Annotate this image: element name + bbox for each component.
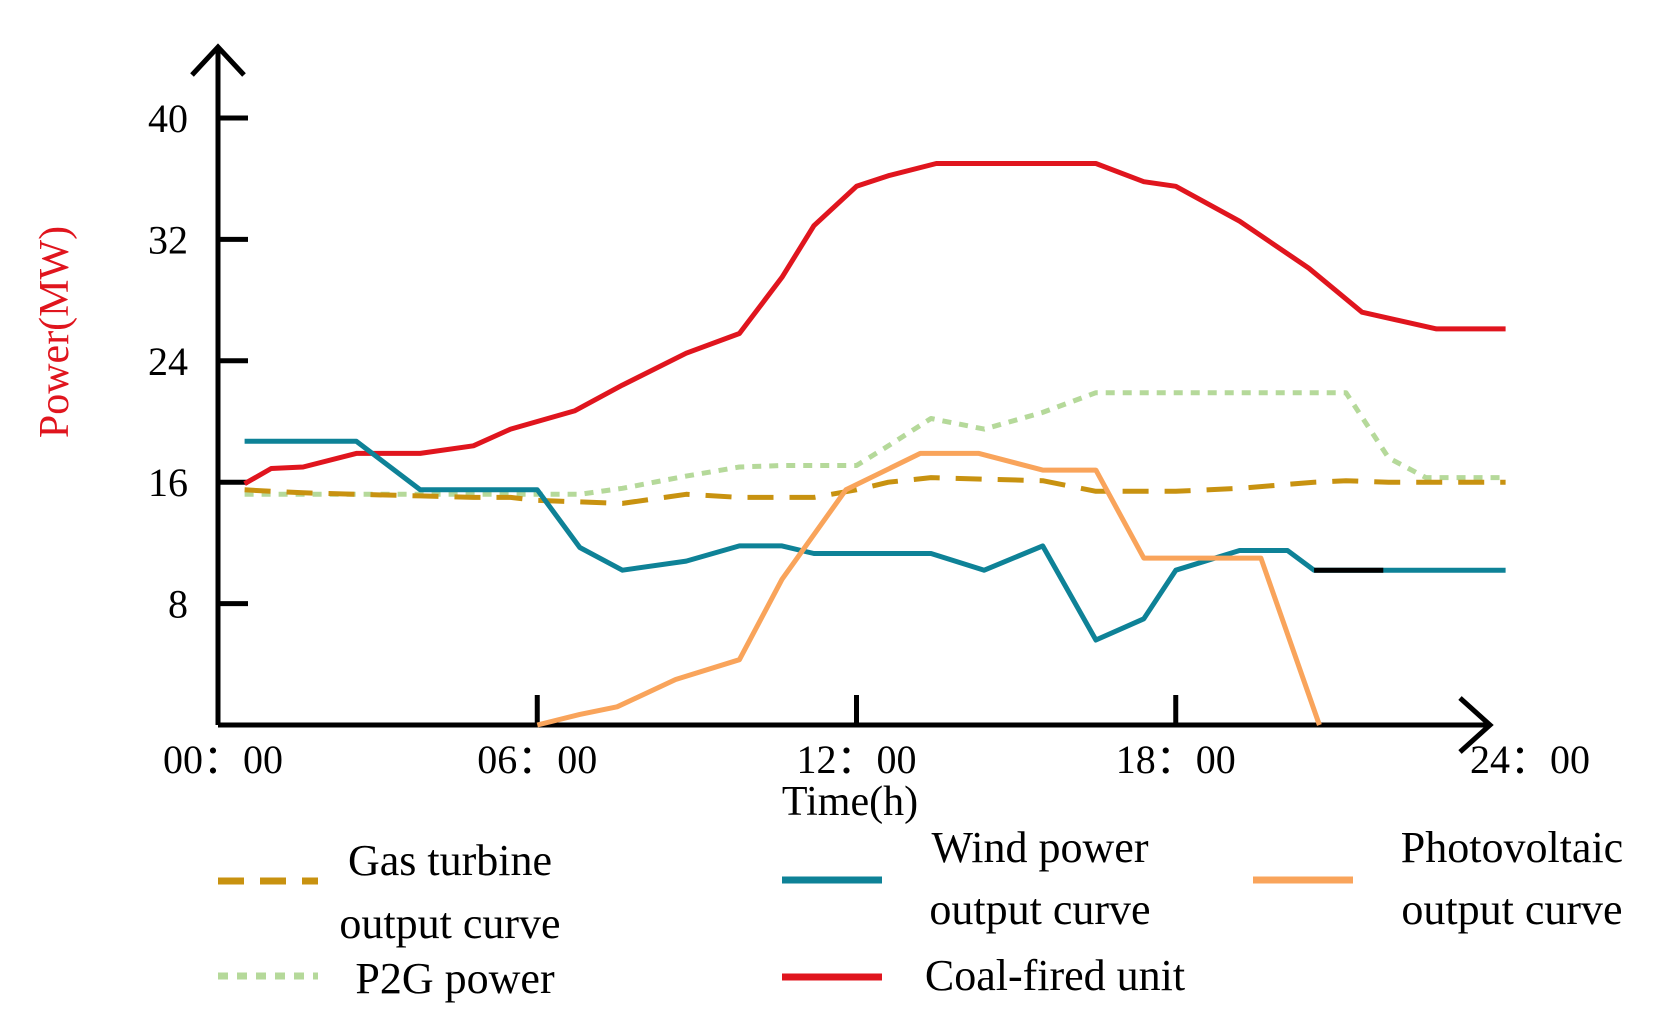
x-tick-label: 18：00 — [1116, 737, 1236, 782]
x-ticks: 00：00 06：00 12：00 18：00 24：00 — [163, 695, 1590, 782]
legend-label-wind-line2: output curve — [929, 885, 1150, 934]
series-line-wind — [244, 438, 1506, 643]
legend: Gas turbine output curve P2G power Wind … — [218, 823, 1623, 1003]
legend-label-pv-line1: Photovoltaic — [1401, 823, 1623, 872]
x-tick-label: 24：00 — [1470, 737, 1590, 782]
series-lines — [243, 161, 1506, 728]
y-ticks: 8 16 24 32 40 — [148, 96, 248, 627]
series-line-pv — [536, 450, 1322, 728]
legend-label-p2g: P2G power — [355, 954, 555, 1003]
axes — [190, 43, 1494, 754]
x-tick-label: 00：00 — [163, 737, 283, 782]
y-tick-label: 40 — [148, 96, 188, 141]
x-axis-arrowhead — [1458, 696, 1494, 754]
x-tick-label: 12：00 — [797, 737, 917, 782]
x-axis-label: Time(h) — [782, 779, 918, 825]
series-line-coal — [243, 161, 1506, 486]
y-tick-label: 16 — [148, 460, 188, 505]
x-tick-label: 06：00 — [477, 737, 597, 782]
y-tick-label: 24 — [148, 339, 188, 384]
y-tick-label: 32 — [148, 217, 188, 262]
y-axis-arrowhead — [190, 43, 246, 77]
legend-label-gas-line1: Gas turbine — [348, 836, 552, 885]
legend-label-coal: Coal-fired unit — [925, 951, 1185, 1000]
y-tick-label: 8 — [168, 582, 188, 627]
series-line-p2g — [244, 390, 1506, 497]
series-line-gas — [244, 475, 1506, 506]
legend-label-pv-line2: output curve — [1401, 885, 1622, 934]
legend-label-gas-line2: output curve — [339, 899, 560, 948]
y-axis-label: Power(MW) — [32, 226, 78, 438]
legend-label-wind-line1: Wind power — [932, 823, 1149, 872]
